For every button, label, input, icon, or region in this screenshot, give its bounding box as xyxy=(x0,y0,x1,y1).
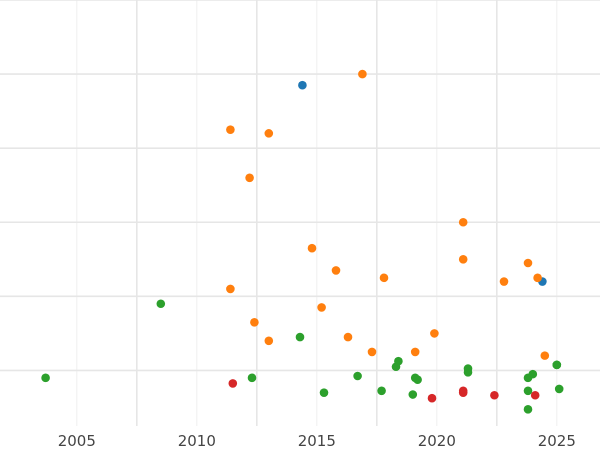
y-gridlines xyxy=(0,0,600,372)
x-tick-label: 2015 xyxy=(298,432,336,450)
data-point xyxy=(430,329,439,338)
data-point xyxy=(554,384,564,394)
data-point xyxy=(307,243,317,253)
data-point xyxy=(394,356,403,366)
data-point xyxy=(228,379,238,388)
data-point xyxy=(379,273,389,283)
data-point xyxy=(533,273,542,283)
data-point xyxy=(247,373,257,383)
data-point xyxy=(528,369,538,379)
x-tick-labels: 2005 2010 2015 2020 2025 xyxy=(58,432,576,450)
data-point xyxy=(410,347,420,357)
series-1 xyxy=(226,69,550,360)
data-point xyxy=(377,386,386,396)
data-point xyxy=(156,299,166,309)
data-point xyxy=(367,347,377,357)
x-tick-label: 2025 xyxy=(538,432,576,450)
data-point xyxy=(540,351,550,360)
data-point xyxy=(463,367,473,377)
data-point xyxy=(343,332,353,342)
data-point xyxy=(358,69,367,79)
data-point xyxy=(245,173,254,183)
data-point xyxy=(41,373,50,383)
data-point xyxy=(458,388,468,397)
data-point xyxy=(490,390,499,400)
data-point xyxy=(298,80,307,90)
series-3 xyxy=(228,379,540,403)
data-point xyxy=(427,393,437,403)
data-point xyxy=(458,217,468,227)
data-point xyxy=(264,129,274,138)
x-tick-label: 2005 xyxy=(58,432,96,450)
data-point xyxy=(331,266,341,275)
series-2 xyxy=(41,299,564,414)
data-point xyxy=(413,375,422,384)
data-point xyxy=(458,255,468,264)
x-tick-label: 2020 xyxy=(418,432,456,450)
data-point xyxy=(226,284,235,294)
data-point xyxy=(499,277,509,286)
data-point xyxy=(264,336,274,346)
data-point xyxy=(408,390,418,399)
data-point xyxy=(319,388,329,397)
data-point xyxy=(226,125,235,134)
data-point xyxy=(353,371,362,381)
data-point xyxy=(523,258,533,268)
data-point xyxy=(523,386,533,396)
data-point xyxy=(552,360,562,370)
x-tick-label: 2010 xyxy=(178,432,216,450)
data-point xyxy=(523,405,533,414)
data-points xyxy=(41,69,564,414)
data-point xyxy=(530,390,540,400)
data-point xyxy=(317,303,326,312)
x-gridlines xyxy=(76,0,558,426)
data-point xyxy=(295,332,305,342)
data-point xyxy=(250,317,259,327)
